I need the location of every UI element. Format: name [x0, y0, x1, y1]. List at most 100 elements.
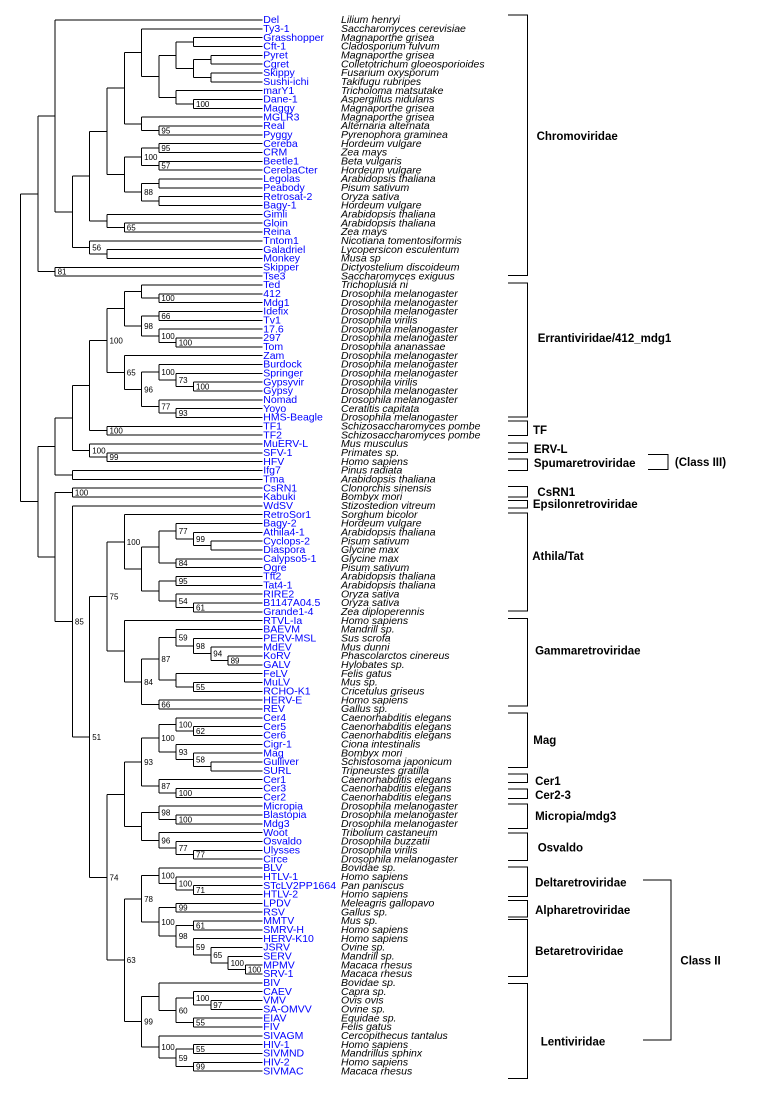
svg-text:Homo sapiens: Homo sapiens: [341, 1039, 409, 1051]
svg-text:Meleagris gallopavo: Meleagris gallopavo: [341, 898, 435, 910]
svg-text:Galadriel: Galadriel: [263, 244, 305, 256]
svg-text:100: 100: [248, 966, 262, 975]
svg-text:Class II: Class II: [680, 956, 720, 968]
svg-text:84: 84: [144, 678, 153, 687]
svg-text:55: 55: [196, 1045, 205, 1054]
svg-text:100: 100: [179, 338, 193, 347]
svg-text:Burdock: Burdock: [263, 359, 302, 371]
svg-text:Ty3-1: Ty3-1: [263, 23, 289, 35]
svg-text:Drosophila melanogaster: Drosophila melanogaster: [341, 412, 458, 424]
svg-text:Fusarium oxysporum: Fusarium oxysporum: [341, 67, 439, 79]
svg-text:Tse3: Tse3: [263, 270, 285, 282]
svg-text:Zea diploperennis: Zea diploperennis: [340, 606, 425, 618]
svg-text:Drosophila melanogaster: Drosophila melanogaster: [341, 394, 458, 406]
svg-text:55: 55: [196, 1019, 205, 1028]
svg-text:77: 77: [161, 402, 170, 411]
svg-text:100: 100: [179, 879, 193, 888]
svg-text:99: 99: [144, 1018, 153, 1027]
svg-text:77: 77: [196, 851, 205, 860]
svg-text:Reina: Reina: [263, 226, 291, 238]
svg-text:100: 100: [196, 383, 210, 392]
svg-text:Retrosat-2: Retrosat-2: [263, 191, 312, 203]
svg-text:Caenorhabditis elegans: Caenorhabditis elegans: [341, 712, 452, 724]
svg-text:Sus scrofa: Sus scrofa: [341, 633, 391, 645]
svg-text:Colletotrichum gloeosporioides: Colletotrichum gloeosporioides: [341, 58, 485, 70]
svg-text:Equidae sp.: Equidae sp.: [341, 1012, 396, 1024]
svg-text:SMRV-H: SMRV-H: [263, 924, 304, 936]
svg-text:Glycine max: Glycine max: [341, 553, 400, 565]
svg-text:59: 59: [179, 634, 188, 643]
svg-text:MGLR3: MGLR3: [263, 111, 299, 123]
svg-text:99: 99: [110, 453, 119, 462]
svg-text:HIV-2: HIV-2: [263, 1057, 289, 1069]
svg-text:Schistosoma japonicum: Schistosoma japonicum: [341, 756, 452, 768]
svg-text:STcLV2PP1664: STcLV2PP1664: [263, 880, 336, 892]
svg-text:Stizostedion vitreum: Stizostedion vitreum: [341, 500, 436, 512]
svg-text:87: 87: [161, 782, 170, 791]
svg-text:Mag: Mag: [533, 735, 556, 747]
svg-text:Homo sapiens: Homo sapiens: [341, 871, 409, 883]
svg-text:56: 56: [92, 243, 101, 252]
svg-text:Saccharomyces cerevisiae: Saccharomyces cerevisiae: [341, 23, 466, 35]
svg-text:Drosophila virilis: Drosophila virilis: [341, 376, 418, 388]
svg-text:Arabidopsis thaliana: Arabidopsis thaliana: [340, 217, 436, 229]
svg-text:95: 95: [179, 577, 188, 586]
svg-text:MMTV: MMTV: [263, 915, 294, 927]
svg-text:Tripneustes gratilla: Tripneustes gratilla: [341, 765, 429, 777]
svg-text:66: 66: [161, 312, 170, 321]
svg-text:Drosophila buzzatii: Drosophila buzzatii: [341, 836, 430, 848]
svg-text:Cer2: Cer2: [263, 792, 286, 804]
svg-text:Pisum sativum: Pisum sativum: [341, 562, 410, 574]
svg-text:Hordeum vulgare: Hordeum vulgare: [341, 164, 422, 176]
svg-text:100: 100: [196, 100, 210, 109]
svg-text:Felis gatus: Felis gatus: [341, 668, 393, 680]
svg-text:Magnaporthe grisea: Magnaporthe grisea: [341, 111, 435, 123]
svg-text:Primates sp.: Primates sp.: [341, 447, 399, 459]
svg-text:LPDV: LPDV: [263, 898, 290, 910]
svg-text:96: 96: [144, 385, 153, 394]
svg-text:Magnaporthe grisea: Magnaporthe grisea: [341, 32, 435, 44]
svg-text:Tntom1: Tntom1: [263, 235, 299, 247]
svg-text:100: 100: [110, 427, 124, 436]
svg-text:Bovidae sp.: Bovidae sp.: [341, 862, 396, 874]
svg-text:Ovis ovis: Ovis ovis: [341, 995, 384, 1007]
svg-text:Caenorhabditis elegans: Caenorhabditis elegans: [341, 721, 452, 733]
svg-text:51: 51: [92, 733, 101, 742]
svg-text:Drosophila melanogaster: Drosophila melanogaster: [341, 385, 458, 397]
svg-text:Cer3: Cer3: [263, 783, 286, 795]
svg-text:Athila4-1: Athila4-1: [263, 527, 305, 539]
svg-text:100: 100: [196, 994, 210, 1003]
svg-text:Mdg3: Mdg3: [263, 818, 289, 830]
svg-text:MuERV-L: MuERV-L: [263, 438, 308, 450]
svg-text:HFV: HFV: [263, 456, 284, 468]
svg-text:93: 93: [179, 748, 188, 757]
svg-text:Mus sp.: Mus sp.: [341, 915, 378, 927]
svg-text:Cereba: Cereba: [263, 138, 298, 150]
svg-text:Yoyo: Yoyo: [263, 403, 286, 415]
svg-text:EIAV: EIAV: [263, 1012, 286, 1024]
svg-text:Drosophila melanogaster: Drosophila melanogaster: [341, 809, 458, 821]
svg-text:Caenorhabditis elegans: Caenorhabditis elegans: [341, 792, 452, 804]
svg-text:Homo sapiens: Homo sapiens: [341, 615, 409, 627]
svg-text:Legolas: Legolas: [263, 173, 300, 185]
svg-text:Takifugu rubripes: Takifugu rubripes: [341, 76, 422, 88]
svg-text:Drosophila melanogaster: Drosophila melanogaster: [341, 350, 458, 362]
svg-text:Drosophila melanogaster: Drosophila melanogaster: [341, 323, 458, 335]
svg-text:Gimli: Gimli: [263, 209, 287, 221]
svg-text:81: 81: [58, 268, 67, 277]
svg-text:CRM: CRM: [263, 147, 287, 159]
svg-text:78: 78: [144, 895, 153, 904]
svg-text:100: 100: [161, 368, 175, 377]
svg-text:Oryza sativa: Oryza sativa: [341, 588, 400, 600]
svg-text:66: 66: [161, 701, 170, 710]
svg-text:54: 54: [179, 597, 188, 606]
svg-text:Capra sp.: Capra sp.: [341, 986, 387, 998]
svg-text:ERV-L: ERV-L: [534, 444, 568, 456]
svg-text:Homo sapiens: Homo sapiens: [341, 933, 409, 945]
svg-text:Cladosporium fulvum: Cladosporium fulvum: [341, 41, 440, 53]
svg-text:Sorghum bicolor: Sorghum bicolor: [341, 509, 418, 521]
svg-text:57: 57: [161, 162, 170, 171]
svg-text:Hordeum vulgare: Hordeum vulgare: [341, 518, 422, 530]
svg-text:Hordeum vulgare: Hordeum vulgare: [341, 200, 422, 212]
svg-text:65: 65: [127, 369, 136, 378]
